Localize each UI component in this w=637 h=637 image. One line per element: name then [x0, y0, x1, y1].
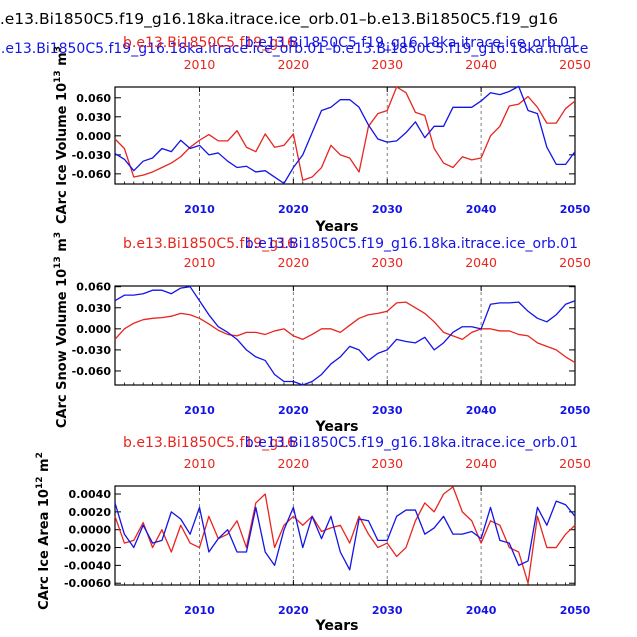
top-tick-label: 2040: [465, 57, 497, 72]
x-tick-label: 2050: [560, 404, 591, 417]
x-tick-label: 2040: [466, 604, 497, 617]
figure-title-line1: b.e13.Bi1850C5.f19_g16.18ka.itrace.ice_o…: [0, 10, 558, 29]
x-tick-label: 2010: [184, 404, 215, 417]
series-line-red: [114, 86, 576, 181]
top-tick-label: 2040: [465, 255, 497, 270]
x-tick-label: 2030: [372, 604, 403, 617]
panel-title-right: b.e13.Bi1850C5.f19_g16.18ka.itrace.ice_o…: [245, 435, 578, 451]
x-axis-label: Years: [314, 219, 358, 235]
series-line-blue: [114, 500, 576, 571]
panel-title-left: b.e13.Bi1850C5.f19_g16: [123, 435, 296, 451]
y-tick-label: -0.030: [72, 149, 112, 162]
top-tick-label: 2020: [277, 255, 309, 270]
series-line-blue: [114, 85, 576, 185]
plot-frame: [114, 285, 576, 386]
x-tick-label: 2050: [560, 604, 591, 617]
y-tick-label: -0.0060: [64, 577, 111, 590]
plot-frame: [114, 86, 576, 185]
top-tick-label: 2050: [559, 255, 591, 270]
y-tick-label: 0.0020: [69, 506, 112, 519]
top-tick-label: 2010: [184, 57, 216, 72]
y-tick-label: 0.0040: [69, 488, 112, 501]
panel-title-left: b.e13.Bi1850C5.f19_g16: [123, 236, 296, 252]
y-tick-label: 0.000: [76, 323, 111, 336]
y-tick-label: -0.030: [72, 344, 112, 357]
top-tick-label: 2030: [371, 57, 403, 72]
panel-title-left: b.e13.Bi1850C5.f19_g16: [123, 35, 296, 51]
y-tick-label: -0.0020: [64, 542, 111, 555]
y-tick-label: -0.0040: [64, 559, 111, 572]
y-tick-label: 0.060: [76, 281, 111, 294]
x-tick-label: 2020: [278, 404, 309, 417]
x-tick-label: 2020: [278, 203, 309, 216]
ice-area-panel: b.e13.Bi1850C5.f19_g16b.e13.Bi1850C5.f19…: [35, 435, 591, 634]
x-tick-label: 2050: [560, 203, 591, 216]
y-tick-label: 0.030: [76, 302, 111, 315]
y-axis-label: CArc Ice Volume 1013 m3: [53, 46, 70, 224]
y-axis-label: CArc Snow Volume 1013 m3: [53, 232, 70, 428]
plot-frame: [114, 485, 576, 586]
top-tick-label: 2010: [184, 456, 216, 471]
series-line-red: [114, 301, 576, 364]
ice-volume-panel: b.e13.Bi1850C5.f19_g16b.e13.Bi1850C5.f19…: [53, 35, 591, 235]
series-line-blue: [114, 286, 576, 386]
x-tick-label: 2010: [184, 203, 215, 216]
y-tick-label: -0.060: [72, 365, 112, 378]
y-axis-label: CArc Ice Area 1012 m2: [35, 452, 52, 610]
panel-title-right: b.e13.Bi1850C5.f19_g16.18ka.itrace.ice_o…: [245, 236, 578, 252]
x-tick-label: 2040: [466, 203, 497, 216]
snow-volume-panel: b.e13.Bi1850C5.f19_g16b.e13.Bi1850C5.f19…: [53, 232, 591, 435]
top-tick-label: 2040: [465, 456, 497, 471]
y-tick-label: 0.0000: [69, 524, 112, 537]
x-tick-label: 2010: [184, 604, 215, 617]
y-tick-label: 0.030: [76, 111, 111, 124]
x-axis-label: Years: [314, 419, 358, 435]
x-tick-label: 2040: [466, 404, 497, 417]
top-tick-label: 2050: [559, 456, 591, 471]
y-tick-label: -0.060: [72, 168, 112, 181]
x-tick-label: 2020: [278, 604, 309, 617]
x-tick-label: 2030: [372, 404, 403, 417]
top-tick-label: 2050: [559, 57, 591, 72]
y-tick-label: 0.060: [76, 92, 111, 105]
series-line-red: [114, 486, 576, 584]
x-tick-label: 2030: [372, 203, 403, 216]
top-tick-label: 2030: [371, 255, 403, 270]
panel-title-right: b.e13.Bi1850C5.f19_g16.18ka.itrace.ice_o…: [245, 35, 578, 51]
x-axis-label: Years: [314, 618, 358, 634]
top-tick-label: 2030: [371, 456, 403, 471]
top-tick-label: 2010: [184, 255, 216, 270]
figure-title-line2: b.e13.Bi1850C5.f19_g16.18ka.itrace.ice_o…: [0, 41, 588, 57]
y-tick-label: 0.000: [76, 130, 111, 143]
top-tick-label: 2020: [277, 57, 309, 72]
top-tick-label: 2020: [277, 456, 309, 471]
